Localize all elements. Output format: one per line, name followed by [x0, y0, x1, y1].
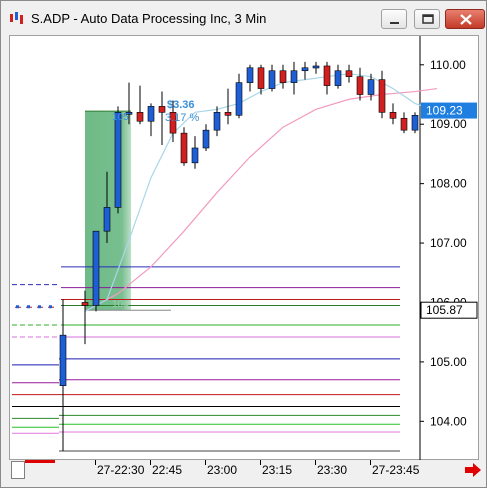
bullish-candle	[301, 67, 309, 72]
time-tick	[260, 460, 261, 465]
close-icon	[460, 14, 472, 25]
bearish-candle	[81, 302, 89, 306]
session-indicator	[25, 460, 55, 463]
time-tick	[95, 460, 96, 465]
bearish-candle	[158, 106, 166, 113]
bearish-candle	[345, 70, 353, 77]
measure-bars-label-2: 104	[112, 299, 129, 310]
time-tick	[370, 460, 371, 465]
bullish-candle	[92, 230, 100, 306]
time-tick	[315, 460, 316, 465]
bearish-candle	[257, 67, 265, 89]
bullish-candle	[114, 112, 122, 208]
minimize-button[interactable]	[381, 9, 407, 29]
current-price-tag	[421, 102, 477, 119]
reference-price-label: 105.87	[426, 303, 463, 317]
chart-app-icon	[10, 12, 23, 24]
bullish-candle	[367, 79, 375, 95]
bearish-candle	[180, 132, 188, 164]
time-tick	[205, 460, 206, 465]
measure-bars-label: 105	[112, 112, 129, 123]
candlestick-chart[interactable]: $3.363.17 %105104104.00105.00106.00107.0…	[10, 36, 480, 461]
bearish-candle	[356, 76, 364, 95]
bullish-candle	[125, 112, 133, 115]
measure-change-label: $3.36	[167, 99, 195, 111]
time-tick-label: 23:00	[207, 463, 238, 477]
bullish-candle	[290, 70, 298, 83]
next-arrow-icon[interactable]	[464, 462, 482, 478]
time-tick-label: 23:15	[262, 463, 293, 477]
time-tick-label: 27-23:45	[372, 463, 420, 477]
reference-price-tag	[420, 301, 478, 319]
maximize-button[interactable]	[414, 9, 440, 29]
bullish-candle	[235, 82, 243, 116]
bearish-candle	[136, 112, 144, 122]
price-tick-label: 109.00	[430, 117, 467, 131]
slow-moving-average-line	[84, 87, 438, 312]
time-tick	[150, 460, 151, 465]
measure-percent-label: 3.17 %	[165, 112, 199, 124]
bullish-candle	[147, 106, 155, 122]
bearish-candle	[169, 112, 177, 134]
price-tick-label: 108.00	[430, 177, 467, 191]
time-tick-label: 22:45	[152, 463, 183, 477]
price-tick-label: 104.00	[430, 414, 467, 428]
bullish-candle	[59, 334, 67, 386]
premarket-dot	[49, 305, 52, 309]
bearish-candle	[389, 112, 397, 119]
maximize-icon	[422, 14, 434, 24]
bullish-candle	[213, 112, 221, 131]
title-bar[interactable]: S.ADP - Auto Data Processing Inc, 3 Min	[1, 1, 486, 35]
premarket-dot	[16, 305, 19, 309]
price-tick-label: 110.00	[430, 58, 466, 72]
premarket-dot	[27, 305, 30, 309]
window-title: S.ADP - Auto Data Processing Inc, 3 Min	[31, 11, 267, 26]
bullish-candle	[334, 70, 342, 86]
bearish-candle	[400, 117, 408, 131]
price-tick-label: 107.00	[430, 236, 467, 250]
bullish-candle	[202, 129, 210, 149]
premarket-dot	[38, 305, 41, 309]
bearish-candle	[279, 70, 287, 83]
price-chart[interactable]: $3.363.17 %105104104.00105.00106.00107.0…	[9, 35, 480, 461]
time-axis: 27-22:30 22:45 23:00 23:15 23:30 27-23:45	[9, 460, 482, 480]
bullish-candle	[312, 65, 320, 69]
bullish-candle	[246, 67, 254, 83]
bearish-candle	[323, 65, 331, 86]
bullish-candle	[103, 207, 111, 232]
current-price-label: 109.23	[426, 104, 463, 118]
close-button[interactable]	[445, 9, 485, 29]
bearish-candle	[224, 112, 232, 116]
bullish-candle	[411, 115, 419, 131]
time-tick-label: 27-22:30	[97, 463, 145, 477]
time-tick-label: 23:30	[317, 463, 348, 477]
price-tick-label: 105.00	[430, 355, 467, 369]
bullish-candle	[268, 70, 276, 89]
bearish-candle	[378, 79, 386, 113]
chart-scroll-box[interactable]	[11, 461, 25, 479]
bullish-candle	[191, 147, 199, 164]
minimize-icon	[390, 22, 399, 24]
